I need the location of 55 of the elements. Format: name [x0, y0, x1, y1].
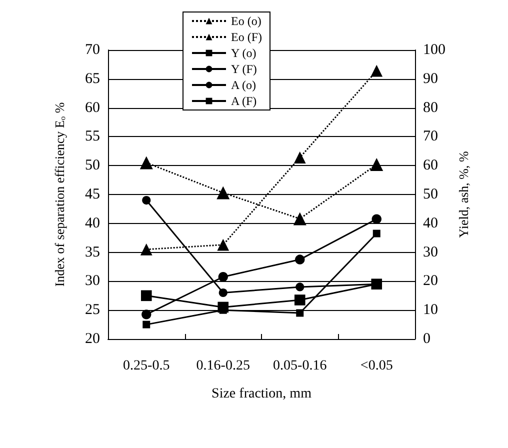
y-tick-label: 55: [85, 128, 100, 145]
x-tick-label: <0.05: [360, 358, 393, 374]
point: [372, 214, 382, 224]
point: [216, 186, 230, 200]
y2-tick-label: 10: [423, 302, 438, 318]
y2-tick-label: 60: [423, 158, 438, 174]
y-axis-title: Index of separation efficiency Eₒ %: [52, 102, 67, 287]
legend-label: A (F): [231, 94, 257, 108]
point: [142, 320, 150, 328]
x-tick-label: 0.16-0.25: [196, 358, 250, 374]
x-axis-title: Size fraction, mm: [212, 386, 312, 402]
y2-tick-label: 30: [423, 244, 438, 260]
y-tick-label: 30: [85, 273, 100, 290]
y-tick-label: 35: [85, 244, 100, 260]
y-tick-label: 40: [85, 215, 100, 232]
point: [142, 196, 151, 205]
point: [218, 288, 228, 298]
point: [140, 290, 152, 302]
y-tick-label: 60: [85, 100, 100, 116]
y2-tick-label: 0: [423, 331, 430, 347]
point: [294, 294, 306, 306]
y2-tick-label: 50: [423, 186, 438, 202]
y-tick-label: 70: [85, 42, 100, 58]
point: [296, 309, 304, 317]
point: [140, 156, 153, 170]
point: [370, 64, 383, 77]
point: [218, 272, 228, 282]
y2-tick-label: 70: [423, 128, 438, 145]
point: [372, 230, 380, 238]
legend-label: Y (F): [231, 62, 257, 76]
legend-label: A (o): [231, 78, 256, 92]
y-tick-label: 45: [85, 186, 100, 202]
point: [142, 310, 152, 320]
y-tick-label: 65: [85, 70, 100, 87]
point: [140, 243, 152, 256]
x-tick-label: 0.25-0.5: [123, 358, 170, 374]
legend-label: Eo (F): [231, 30, 262, 44]
point: [296, 282, 304, 292]
point: [294, 152, 306, 164]
y2-tick-label: 100: [423, 42, 446, 58]
y-tick-label: 20: [85, 331, 100, 347]
y-tick-label: 25: [85, 302, 100, 318]
y-tick-label: 50: [85, 158, 100, 174]
x-tick-label: 0.05-0.16: [273, 358, 327, 374]
point: [217, 238, 230, 251]
y2-tick-label: 80: [423, 100, 438, 116]
y2-tick-label: 40: [423, 215, 438, 232]
y2-axis-title: Yield, ash, %, %: [456, 151, 471, 238]
point: [293, 212, 306, 226]
y2-tick-label: 90: [423, 70, 438, 87]
legend-label: Eo (o): [231, 14, 262, 28]
point: [370, 158, 384, 171]
legend-label: Y (o): [231, 46, 256, 60]
point: [295, 254, 305, 264]
y2-tick-label: 20: [423, 273, 438, 290]
